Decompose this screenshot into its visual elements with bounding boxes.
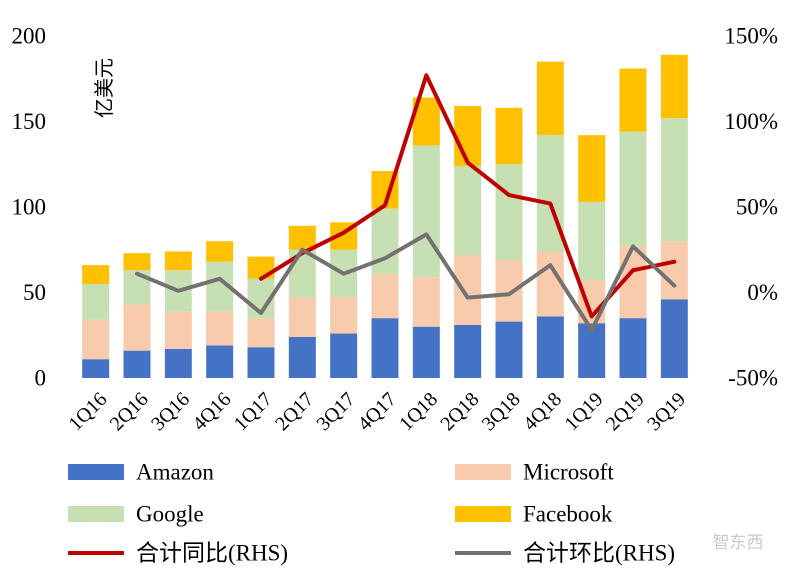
bar-facebook-3q18 <box>495 107 523 165</box>
bar-facebook-2q18 <box>454 106 482 166</box>
x-tick-label: 3Q19 <box>643 388 690 435</box>
x-tick-label: 4Q16 <box>188 388 235 435</box>
legend-label: Facebook <box>523 502 613 527</box>
legend-label: Amazon <box>136 460 214 485</box>
x-tick-label: 4Q18 <box>519 388 566 435</box>
bar-amazon-3q19 <box>660 299 688 378</box>
bar-facebook-1q16 <box>82 265 110 284</box>
bar-facebook-2q17 <box>288 225 316 250</box>
legend-swatch-facebook <box>455 506 511 522</box>
bar-amazon-4q16 <box>206 345 234 378</box>
x-tick-label: 2Q16 <box>106 388 153 435</box>
bar-google-3q19 <box>660 118 688 242</box>
bar-microsoft-3q17 <box>330 297 358 334</box>
x-tick-label: 4Q17 <box>354 388 401 435</box>
bar-amazon-4q18 <box>536 316 564 378</box>
y-tick-label: 0 <box>35 366 47 391</box>
bar-microsoft-3q16 <box>164 311 192 349</box>
bar-google-1q19 <box>578 201 606 281</box>
line-qoq-total <box>135 232 677 333</box>
bar-amazon-1q16 <box>82 359 110 378</box>
bar-google-2q18 <box>454 165 482 255</box>
bar-microsoft-3q18 <box>495 260 523 322</box>
legend-label: Microsoft <box>523 460 614 485</box>
bar-google-3q18 <box>495 164 523 261</box>
bar-microsoft-2q16 <box>123 304 151 351</box>
x-tick-label: 2Q19 <box>602 388 649 435</box>
bar-amazon-2q18 <box>454 324 482 378</box>
legend-label: 合计环比(RHS) <box>523 541 675 566</box>
bar-google-1q18 <box>412 145 440 278</box>
y2-tick-label: 100% <box>724 109 778 134</box>
bar-microsoft-2q17 <box>288 297 316 337</box>
y-tick-label: 50 <box>23 280 46 305</box>
legend: Amazon Microsoft Google Facebook 合计同比(RHS) 合计… <box>68 460 675 566</box>
bar-facebook-1q19 <box>578 135 606 202</box>
bar-microsoft-4q16 <box>206 311 234 346</box>
y2-tick-label: 50% <box>736 195 778 220</box>
bars <box>82 54 688 378</box>
x-tick-label: 1Q18 <box>395 388 442 435</box>
bar-facebook-4q18 <box>536 61 564 136</box>
bar-microsoft-1q18 <box>412 277 440 327</box>
x-tick-label: 1Q19 <box>560 388 607 435</box>
legend-swatch-amazon <box>68 464 124 480</box>
y-tick-label: 150 <box>12 109 47 134</box>
legend-label: Google <box>136 502 204 527</box>
bar-facebook-3q19 <box>660 54 688 119</box>
bar-google-2q19 <box>619 131 647 247</box>
bar-facebook-4q16 <box>206 241 234 262</box>
bar-amazon-2q16 <box>123 350 151 378</box>
x-tick-label: 3Q18 <box>478 388 525 435</box>
y-axis-unit-label: 亿美元 <box>92 58 116 118</box>
bar-microsoft-1q16 <box>82 319 110 360</box>
x-tick-label: 3Q17 <box>312 388 359 435</box>
y2-tick-label: 150% <box>724 24 778 49</box>
bar-amazon-2q17 <box>288 336 316 378</box>
bar-google-1q16 <box>82 283 110 320</box>
y2-tick-label: 0% <box>747 280 778 305</box>
y-tick-label: 200 <box>12 24 47 49</box>
bar-amazon-4q17 <box>371 318 399 378</box>
bar-amazon-1q17 <box>247 347 275 378</box>
x-tick-label: 2Q17 <box>271 388 318 435</box>
legend-swatch-google <box>68 506 124 522</box>
bar-microsoft-2q18 <box>454 254 482 325</box>
bar-facebook-1q17 <box>247 256 275 279</box>
bar-microsoft-1q17 <box>247 318 275 348</box>
bar-facebook-3q16 <box>164 251 192 271</box>
bar-amazon-2q19 <box>619 318 647 378</box>
legend-label: 合计同比(RHS) <box>136 541 288 566</box>
x-tick-label: 1Q17 <box>230 388 277 435</box>
bar-microsoft-3q19 <box>660 241 688 300</box>
x-tick-label: 1Q16 <box>64 388 111 435</box>
bar-amazon-3q16 <box>164 348 192 378</box>
bar-amazon-3q18 <box>495 321 523 378</box>
y-tick-label: 100 <box>12 195 47 220</box>
lines <box>135 73 677 333</box>
legend-swatch-microsoft <box>455 464 511 480</box>
watermark: 智东西 <box>713 533 764 553</box>
bar-amazon-1q18 <box>412 326 440 378</box>
bar-amazon-3q17 <box>330 333 358 378</box>
bar-amazon-1q19 <box>578 323 606 378</box>
bar-microsoft-4q17 <box>371 273 399 319</box>
x-tick-label: 3Q16 <box>147 388 194 435</box>
bar-facebook-2q16 <box>123 253 151 271</box>
x-tick-label: 2Q18 <box>436 388 483 435</box>
bar-microsoft-4q18 <box>536 251 564 317</box>
bar-facebook-2q19 <box>619 68 647 132</box>
y2-tick-label: -50% <box>728 366 778 391</box>
